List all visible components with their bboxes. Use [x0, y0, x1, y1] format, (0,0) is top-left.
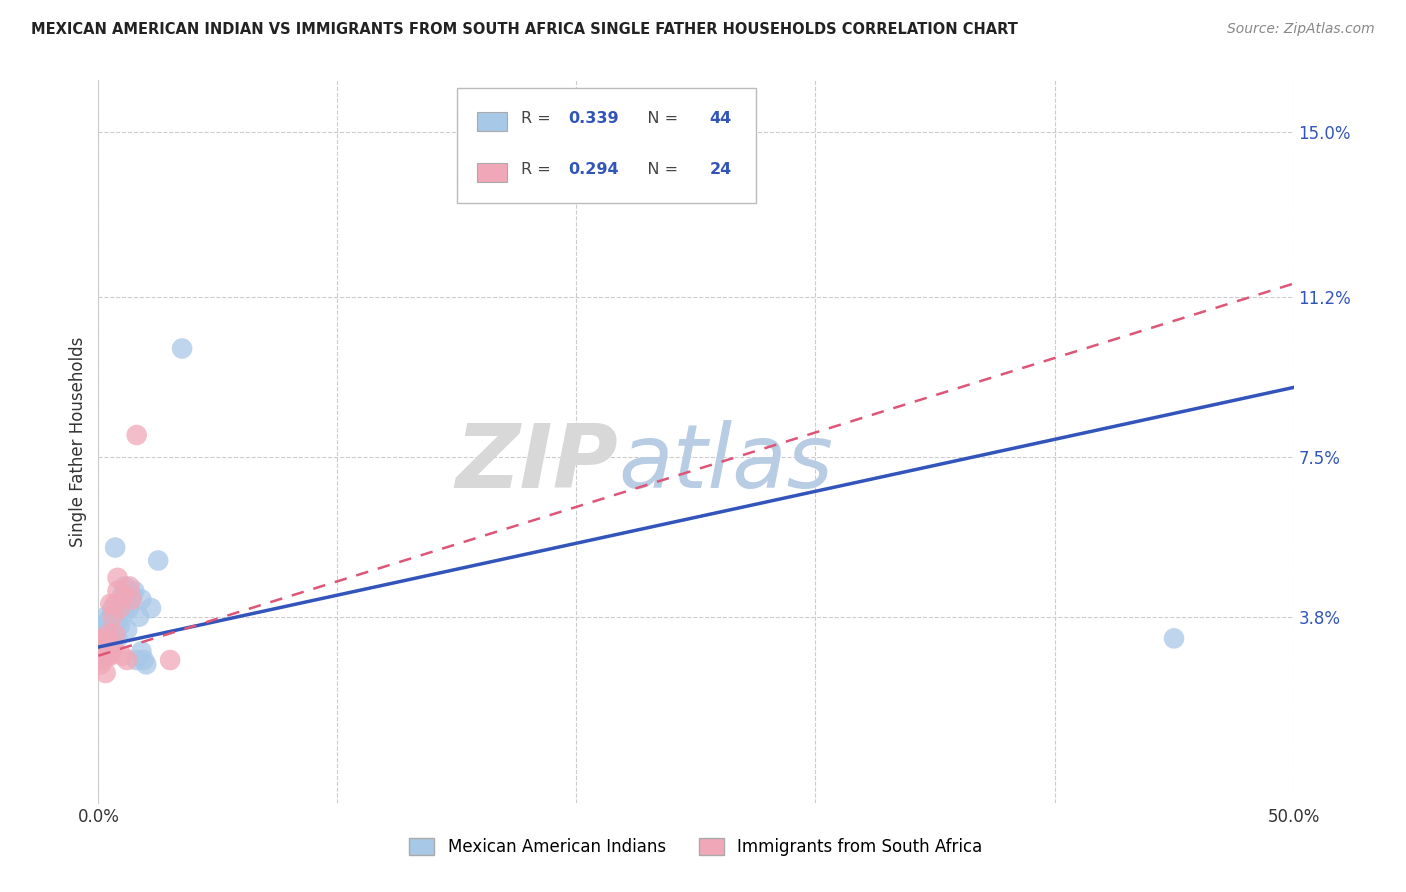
Point [125, 428, 148, 442]
Text: R =: R = [520, 161, 555, 177]
Point [94, 618, 117, 632]
Point [104, 627, 127, 641]
Point [101, 623, 124, 637]
Point [108, 618, 131, 632]
Point [118, 579, 141, 593]
Point [101, 640, 124, 654]
Text: 0.294: 0.294 [568, 161, 619, 177]
FancyBboxPatch shape [457, 87, 756, 203]
Text: 24: 24 [710, 161, 733, 177]
Point [90, 657, 112, 672]
Point [101, 601, 124, 615]
Point [115, 653, 138, 667]
Point [114, 588, 136, 602]
Text: N =: N = [633, 161, 683, 177]
Point [111, 601, 134, 615]
Point [148, 553, 170, 567]
Point [111, 588, 134, 602]
Point [131, 592, 153, 607]
Point [107, 583, 129, 598]
Text: Source: ZipAtlas.com: Source: ZipAtlas.com [1227, 22, 1375, 37]
Point [111, 648, 134, 663]
Point [97, 627, 120, 641]
Text: atlas: atlas [619, 420, 834, 507]
Point [107, 632, 129, 646]
Point [135, 657, 157, 672]
Point [121, 592, 143, 607]
Point [97, 614, 120, 628]
Point [139, 601, 162, 615]
Point [114, 606, 136, 620]
Point [131, 644, 153, 658]
Point [90, 627, 112, 641]
Point [118, 601, 141, 615]
Point [98, 632, 122, 646]
Point [98, 609, 122, 624]
Point [132, 653, 155, 667]
Point [104, 541, 127, 555]
Point [97, 636, 120, 650]
Point [107, 614, 129, 628]
Point [98, 618, 122, 632]
Text: 0.339: 0.339 [568, 112, 619, 126]
Point [104, 597, 127, 611]
Point [114, 579, 136, 593]
Point [91, 653, 114, 667]
Point [115, 623, 138, 637]
Point [101, 609, 124, 624]
Text: ZIP: ZIP [456, 420, 619, 507]
Point [94, 648, 117, 663]
Point [91, 632, 114, 646]
Point [94, 636, 117, 650]
Bar [477, 163, 506, 182]
Point [94, 665, 117, 680]
Point [90, 644, 112, 658]
Point [94, 609, 117, 624]
Point [98, 597, 122, 611]
Text: MEXICAN AMERICAN INDIAN VS IMMIGRANTS FROM SOUTH AFRICA SINGLE FATHER HOUSEHOLDS: MEXICAN AMERICAN INDIAN VS IMMIGRANTS FR… [31, 22, 1018, 37]
Point [128, 609, 150, 624]
Point [94, 632, 117, 646]
Point [121, 588, 143, 602]
Point [172, 342, 194, 356]
Point [108, 601, 131, 615]
Point [1163, 632, 1185, 646]
Text: 44: 44 [710, 112, 733, 126]
Text: N =: N = [633, 112, 683, 126]
Point [104, 627, 127, 641]
Point [101, 632, 124, 646]
Point [159, 653, 181, 667]
Point [124, 583, 146, 598]
Point [97, 623, 120, 637]
Point [97, 627, 120, 641]
Point [91, 623, 114, 637]
Point [91, 640, 114, 654]
Point [90, 632, 112, 646]
Point [107, 571, 129, 585]
Point [98, 648, 122, 663]
Text: R =: R = [520, 112, 555, 126]
Point [125, 653, 148, 667]
Point [98, 644, 122, 658]
Y-axis label: Single Father Households: Single Father Households [69, 336, 87, 547]
Bar [477, 112, 506, 131]
Legend: Mexican American Indians, Immigrants from South Africa: Mexican American Indians, Immigrants fro… [402, 831, 990, 863]
Point [91, 618, 114, 632]
Point [101, 640, 124, 654]
Point [97, 648, 120, 663]
